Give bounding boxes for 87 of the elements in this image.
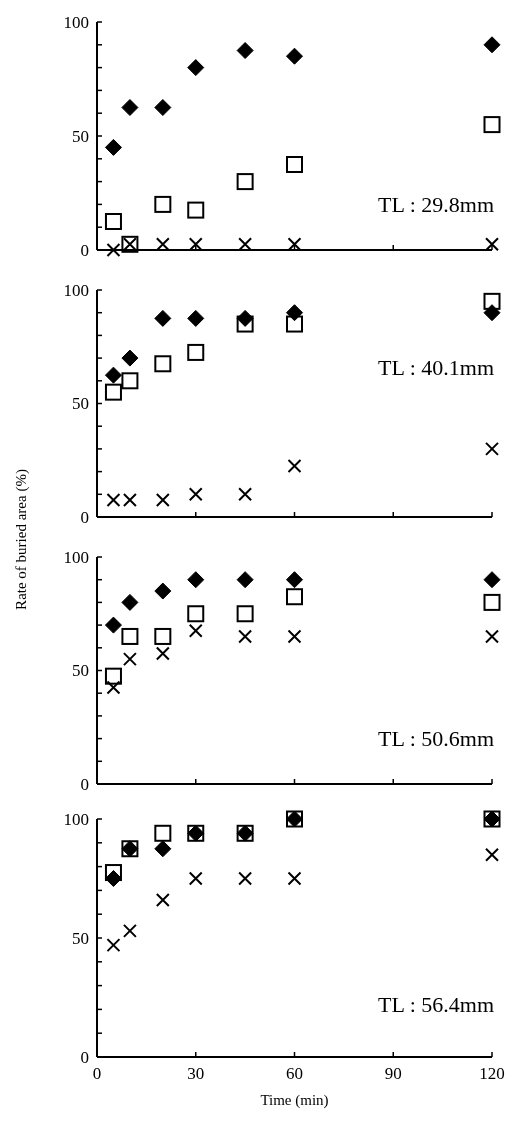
x-tick-label: 30 (187, 1064, 205, 1083)
point (188, 623, 203, 638)
point (236, 571, 254, 589)
y-tick-label: 100 (63, 280, 89, 300)
point (287, 458, 302, 473)
point (155, 892, 170, 907)
point (286, 315, 303, 333)
point (155, 646, 170, 661)
y-tick-label: 0 (80, 240, 89, 260)
point (236, 173, 254, 191)
point (187, 201, 205, 219)
x-tick-label: 90 (384, 1064, 402, 1083)
point (154, 195, 172, 213)
point (154, 309, 172, 327)
point (187, 343, 205, 361)
point (121, 349, 139, 367)
y-tick-label: 0 (80, 1047, 89, 1067)
point (485, 847, 499, 862)
point (187, 571, 205, 589)
y-tick-label: 100 (63, 809, 89, 829)
x-tick-label: 0 (92, 1064, 102, 1083)
x-tick-label: 60 (286, 1064, 303, 1083)
x-axis-title: Time (min) (260, 1092, 329, 1109)
point (154, 582, 172, 600)
y-tick-label: 50 (72, 928, 89, 948)
point (483, 292, 501, 310)
point (485, 629, 499, 644)
point (154, 355, 172, 373)
point (238, 487, 253, 502)
point (483, 593, 501, 611)
point (154, 627, 172, 645)
point (238, 629, 253, 644)
point (104, 383, 122, 401)
point (287, 629, 302, 644)
point (121, 372, 139, 390)
y-tick-label: 50 (72, 394, 89, 414)
annotation: TL : 50.6mm (378, 726, 494, 752)
point (104, 138, 122, 156)
annotation: TL : 29.8mm (378, 192, 494, 218)
point (286, 47, 303, 65)
point (104, 213, 122, 230)
point (122, 492, 137, 507)
point (104, 616, 122, 634)
point (122, 923, 137, 938)
point (154, 99, 172, 116)
point (483, 36, 501, 54)
annotation: TL : 56.4mm (378, 992, 494, 1018)
y-tick-label: 50 (72, 126, 89, 146)
point (121, 627, 139, 645)
point (188, 487, 203, 502)
point (106, 938, 121, 953)
point (286, 571, 303, 589)
point (121, 593, 139, 611)
point (188, 871, 203, 886)
y-tick-label: 50 (72, 661, 89, 681)
point (236, 315, 254, 333)
point (187, 309, 205, 327)
point (236, 605, 254, 623)
point (104, 366, 122, 384)
point (154, 840, 172, 858)
point (238, 871, 253, 886)
point (286, 156, 303, 173)
point (187, 59, 205, 77)
y-axis-title: Rate of buried area (%) (13, 469, 30, 610)
point (104, 667, 122, 685)
point (287, 871, 302, 886)
point (104, 864, 122, 882)
point (485, 237, 499, 252)
y-tick-label: 100 (63, 12, 89, 32)
point (106, 243, 121, 257)
point (236, 42, 254, 59)
y-tick-label: 0 (80, 507, 89, 527)
point (286, 588, 303, 606)
point (121, 99, 139, 116)
point (485, 441, 499, 456)
point (154, 824, 172, 842)
point (106, 680, 121, 695)
point (106, 492, 121, 507)
x-tick-label: 120 (479, 1064, 505, 1083)
y-tick-label: 0 (80, 774, 89, 794)
point (155, 492, 170, 507)
point (483, 116, 501, 134)
annotation: TL : 40.1mm (378, 354, 494, 380)
point (122, 652, 137, 667)
y-tick-label: 100 (63, 547, 89, 567)
point (483, 571, 501, 589)
point (187, 605, 205, 623)
